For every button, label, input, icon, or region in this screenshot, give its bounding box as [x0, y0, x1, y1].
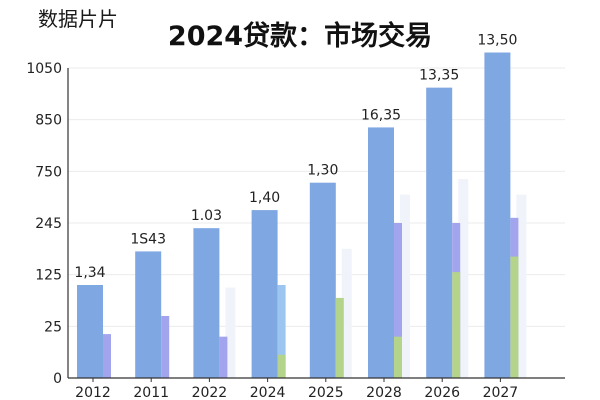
bars	[77, 52, 527, 379]
bar-main	[251, 210, 278, 378]
x-tick-label: 2024	[250, 385, 286, 400]
axes	[67, 68, 565, 382]
bar-main	[193, 228, 220, 378]
x-tick-label: 2011	[133, 385, 169, 400]
x-tick-label: 2022	[192, 385, 228, 400]
data-label: 16,35	[361, 107, 401, 123]
x-tick-label: 2027	[483, 385, 519, 400]
y-tick-label: 750	[35, 164, 62, 180]
data-label: 1,30	[307, 163, 338, 179]
data-label: 1,34	[74, 265, 105, 281]
y-tick-label: 1050	[26, 61, 62, 77]
bar-main	[309, 182, 336, 378]
x-tick-label: 2028	[366, 385, 402, 400]
bar-main	[484, 52, 511, 378]
corner-label: 数据片片	[38, 7, 118, 31]
bar-purple	[103, 334, 111, 378]
bar-main	[426, 87, 453, 378]
bar-green	[277, 354, 286, 378]
x-tick-label: 2025	[308, 385, 344, 400]
y-tick-label: 850	[35, 113, 62, 129]
bar-green	[394, 336, 402, 378]
bar-ghost	[400, 194, 410, 378]
y-tick-label: 0	[53, 371, 62, 387]
y-axis-ticks: 0 25 125 245 750 850 1050	[26, 61, 62, 387]
bar-purple	[161, 316, 170, 378]
x-axis-ticks: 2012 2011 2022 2024 2025 2028 2026 2027	[75, 385, 518, 400]
data-label: 1,40	[249, 190, 280, 206]
bar-light_blue	[277, 285, 286, 378]
bar-ghost	[341, 248, 352, 378]
bar-ghost	[458, 179, 469, 378]
chart-title: 2024贷款：市场交易	[167, 21, 433, 52]
bar-main	[77, 285, 103, 378]
data-label: 13,50	[477, 33, 517, 49]
bar-green	[335, 297, 344, 378]
x-tick-label: 2012	[75, 385, 111, 400]
y-tick-label: 245	[35, 216, 62, 232]
bar-green	[510, 256, 519, 378]
y-tick-label: 25	[44, 319, 62, 335]
bar-main	[368, 127, 394, 379]
data-label: 1.03	[191, 208, 222, 224]
bar-purple	[219, 336, 228, 378]
bar-ghost	[225, 287, 236, 378]
data-label: 1Ѕ43	[130, 231, 166, 247]
y-tick-label: 125	[35, 268, 62, 284]
data-labels: 1,34 1Ѕ43 1.03 1,40 1,30 16,35 13,35 13,50	[74, 33, 517, 282]
bar-purple	[394, 223, 402, 378]
bar-green	[452, 272, 461, 378]
data-label: 13,35	[419, 68, 459, 84]
bar-ghost	[516, 194, 527, 378]
x-tick-label: 2026	[424, 385, 460, 400]
bar-main	[135, 251, 162, 378]
